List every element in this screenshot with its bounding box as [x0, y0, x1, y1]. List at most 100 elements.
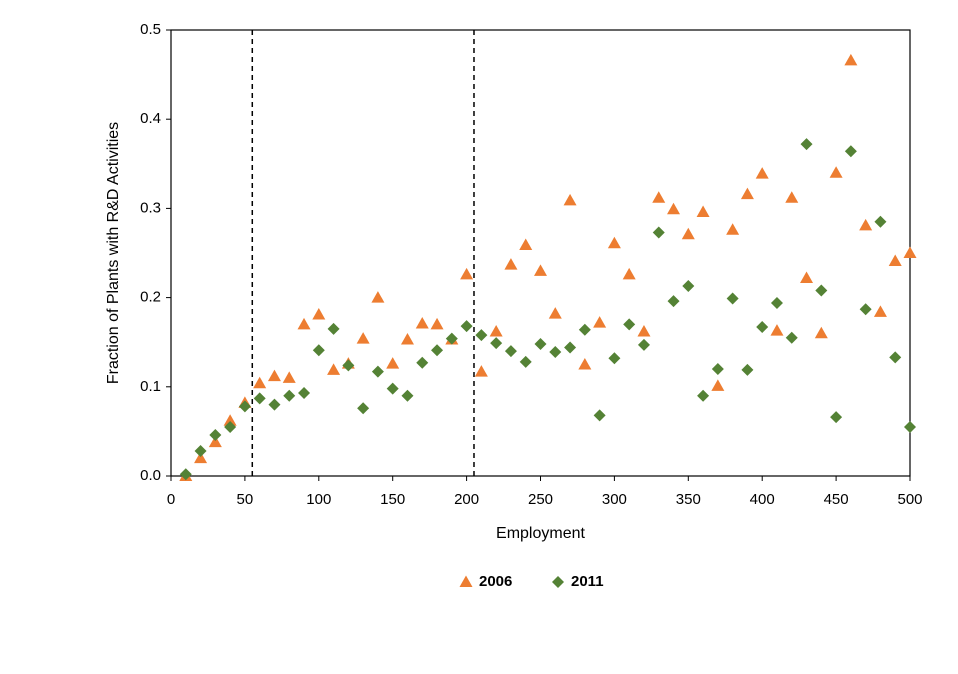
x-tick-label: 250 — [528, 491, 553, 508]
data-point — [667, 295, 680, 308]
data-point — [623, 318, 636, 331]
data-point — [194, 445, 207, 458]
data-point — [859, 303, 872, 316]
data-point — [400, 333, 414, 345]
data-point — [386, 357, 400, 369]
data-point — [297, 317, 311, 330]
x-tick-label: 50 — [237, 491, 254, 508]
data-point — [519, 238, 533, 250]
data-point — [608, 352, 621, 365]
x-tick-label: 0 — [167, 491, 175, 508]
data-point — [652, 191, 666, 203]
data-point — [430, 317, 444, 330]
data-point — [401, 389, 414, 402]
data-point — [800, 271, 814, 283]
data-point — [490, 337, 503, 350]
data-point — [415, 316, 429, 329]
x-tick-label: 450 — [824, 491, 849, 508]
data-point — [563, 193, 577, 206]
data-point — [830, 411, 843, 424]
data-point — [637, 324, 651, 337]
data-point — [386, 382, 399, 395]
data-point — [785, 191, 799, 203]
data-point — [578, 323, 591, 336]
y-axis-title: Fraction of Plants with R&D Activities — [105, 122, 122, 384]
legend-marker — [552, 576, 564, 588]
data-point — [548, 307, 562, 319]
y-tick-label: 0.3 — [140, 199, 161, 216]
data-point — [268, 398, 281, 411]
data-point — [549, 346, 562, 359]
data-point — [312, 344, 325, 357]
data-point — [460, 267, 474, 280]
data-point — [253, 376, 267, 389]
data-point — [903, 246, 917, 258]
data-point — [756, 321, 769, 334]
data-point — [327, 322, 340, 335]
data-point — [770, 296, 783, 309]
data-point — [327, 363, 341, 375]
y-tick-label: 0.1 — [140, 378, 161, 395]
legend-label: 2006 — [479, 573, 512, 590]
x-tick-label: 300 — [602, 491, 627, 508]
y-tick-label: 0.4 — [140, 110, 161, 127]
y-tick-label: 0.2 — [140, 289, 161, 306]
data-point — [593, 409, 606, 422]
data-point — [829, 166, 843, 178]
data-point — [740, 187, 754, 200]
legend-marker — [459, 575, 473, 587]
data-point — [282, 371, 296, 383]
data-point — [534, 264, 547, 276]
x-axis-title: Employment — [496, 525, 585, 542]
data-point — [312, 308, 326, 320]
data-point — [194, 451, 208, 464]
data-point — [267, 369, 281, 382]
data-point — [474, 365, 488, 377]
data-point — [770, 324, 784, 336]
data-point — [534, 337, 547, 350]
data-point — [224, 420, 237, 433]
data-point — [342, 359, 355, 372]
data-point — [622, 267, 636, 280]
data-point — [874, 215, 887, 228]
y-tick-label: 0.0 — [140, 467, 161, 484]
data-point — [223, 414, 237, 426]
y-tick-label: 0.5 — [140, 21, 161, 38]
data-point — [564, 341, 577, 354]
data-point — [726, 292, 739, 305]
data-point — [356, 332, 370, 344]
data-point — [667, 202, 681, 215]
data-point — [755, 167, 769, 179]
data-point — [682, 280, 695, 293]
data-point — [873, 305, 887, 317]
data-point — [637, 338, 650, 351]
data-point — [593, 316, 607, 328]
data-point — [489, 324, 503, 337]
data-point — [298, 387, 311, 400]
data-point — [253, 392, 266, 405]
data-point — [726, 223, 740, 235]
legend-label: 2011 — [571, 573, 604, 590]
data-point — [904, 420, 916, 433]
x-tick-label: 400 — [750, 491, 775, 508]
data-point — [681, 227, 695, 240]
data-point — [416, 356, 429, 369]
x-tick-label: 150 — [380, 491, 405, 508]
data-point — [179, 468, 192, 481]
data-point — [696, 205, 710, 217]
data-point — [475, 329, 488, 342]
data-point — [578, 358, 592, 370]
data-point — [607, 236, 621, 249]
data-point — [445, 332, 458, 345]
data-point — [697, 389, 710, 402]
data-point — [785, 331, 798, 344]
data-point — [208, 435, 222, 448]
data-point — [711, 362, 724, 375]
data-point — [815, 284, 828, 297]
x-tick-label: 500 — [897, 491, 922, 508]
x-tick-label: 350 — [676, 491, 701, 508]
plot-frame — [170, 29, 911, 477]
data-point — [283, 389, 296, 402]
data-point — [814, 326, 828, 339]
